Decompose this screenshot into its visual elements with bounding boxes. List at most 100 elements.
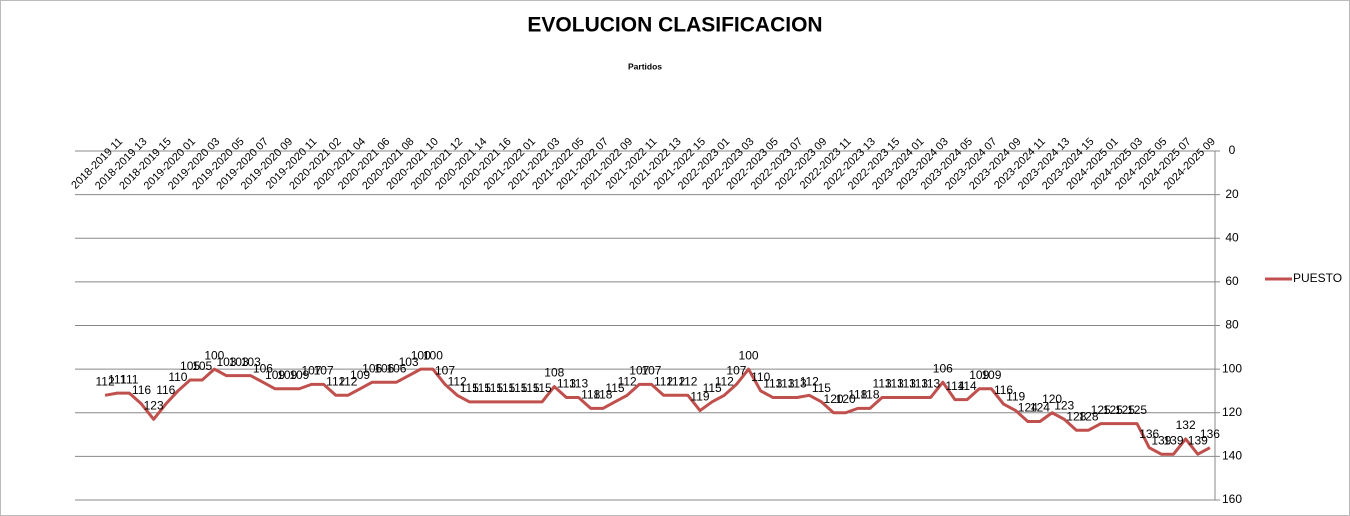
data-label: 107 (435, 364, 455, 378)
data-label: 136 (1139, 427, 1159, 441)
data-label: 118 (581, 388, 600, 402)
data-label: 110 (751, 370, 770, 384)
y-tick-label: 20 (1225, 187, 1239, 201)
data-label: 111 (120, 372, 139, 386)
data-label: 113 (909, 377, 928, 391)
data-label: 107 (301, 364, 321, 378)
y-tick-label: 40 (1225, 230, 1239, 244)
data-label: 125 (1103, 403, 1123, 417)
data-label: 123 (144, 398, 164, 412)
data-label: 115 (533, 381, 552, 395)
data-label: 106 (374, 361, 394, 375)
data-label: 124 (1030, 401, 1050, 415)
data-label: 115 (605, 381, 624, 395)
data-label: 106 (253, 361, 273, 375)
data-label: 115 (520, 381, 539, 395)
data-label: 111 (108, 372, 127, 386)
data-label: 100 (204, 348, 224, 362)
data-label: 113 (873, 377, 892, 391)
data-label: 115 (484, 381, 503, 395)
data-label: 106 (933, 361, 953, 375)
data-label: 109 (350, 368, 370, 382)
data-label: 139 (1163, 433, 1183, 447)
data-label: 100 (423, 348, 443, 362)
data-label: 139 (1188, 433, 1208, 447)
data-label: 107 (629, 364, 649, 378)
data-label: 116 (994, 383, 1013, 397)
data-label: 103 (399, 355, 419, 369)
data-label: 105 (180, 359, 200, 373)
data-label: 107 (726, 364, 746, 378)
data-label: 100 (411, 348, 431, 362)
data-label: 113 (897, 377, 916, 391)
data-label: 107 (314, 364, 334, 378)
data-label: 109 (969, 368, 989, 382)
y-tick-label: 120 (1222, 405, 1242, 419)
data-label: 115 (703, 381, 722, 395)
data-label: 112 (618, 374, 637, 388)
data-label: 119 (1006, 390, 1025, 404)
data-label: 112 (678, 374, 697, 388)
data-label: 115 (472, 381, 491, 395)
data-label: 100 (739, 348, 759, 362)
y-tick-label: 140 (1222, 449, 1242, 463)
data-label: 125 (1115, 403, 1135, 417)
y-tick-label: 0 (1229, 143, 1236, 157)
data-label: 103 (241, 355, 261, 369)
data-label: 112 (338, 374, 357, 388)
data-label: 120 (836, 392, 856, 406)
data-label: 128 (1079, 409, 1099, 423)
data-label: 116 (132, 383, 151, 397)
data-label: 115 (460, 381, 479, 395)
data-label: 103 (216, 355, 236, 369)
data-label: 136 (1200, 427, 1220, 441)
y-tick-label: 80 (1225, 318, 1239, 332)
data-label: 110 (168, 370, 187, 384)
data-label: 113 (885, 377, 904, 391)
data-label: 125 (1127, 403, 1147, 417)
data-label: 112 (448, 374, 467, 388)
data-label: 105 (192, 359, 212, 373)
data-label: 113 (788, 377, 807, 391)
data-label: 113 (569, 377, 588, 391)
data-label: 109 (289, 368, 309, 382)
data-label: 112 (326, 374, 345, 388)
series-line (104, 367, 1211, 456)
data-label: 128 (1066, 409, 1086, 423)
data-label: 113 (921, 377, 940, 391)
data-label: 109 (981, 368, 1001, 382)
data-label: 119 (690, 390, 709, 404)
data-label: 118 (848, 388, 867, 402)
data-label: 112 (800, 374, 819, 388)
data-label: 113 (775, 377, 794, 391)
x-axis-title: Partidos (628, 61, 662, 71)
data-label: 116 (156, 383, 175, 397)
data-label: 118 (860, 388, 879, 402)
data-label: 108 (544, 366, 564, 380)
data-label: 115 (508, 381, 527, 395)
data-label: 107 (641, 364, 661, 378)
data-label: 120 (1042, 392, 1062, 406)
data-label: 139 (1151, 433, 1171, 447)
data-label: 118 (593, 388, 612, 402)
chart-title: EVOLUCION CLASIFICACION (527, 14, 822, 37)
data-label: 132 (1176, 418, 1196, 432)
data-label: 106 (362, 361, 382, 375)
data-label: 114 (958, 379, 977, 393)
y-tick-label: 60 (1225, 274, 1239, 288)
data-label: 114 (945, 379, 964, 393)
data-label: 115 (496, 381, 515, 395)
data-label: 112 (666, 374, 685, 388)
y-tick-label: 160 (1222, 492, 1242, 506)
legend-label: PUESTO (1293, 271, 1342, 285)
y-tick-label: 100 (1222, 361, 1242, 375)
data-label: 106 (386, 361, 406, 375)
data-label: 124 (1018, 401, 1038, 415)
data-label: 120 (824, 392, 844, 406)
data-label: 112 (715, 374, 734, 388)
data-label: 112 (96, 374, 115, 388)
data-label: 103 (229, 355, 249, 369)
data-label: 115 (812, 381, 831, 395)
